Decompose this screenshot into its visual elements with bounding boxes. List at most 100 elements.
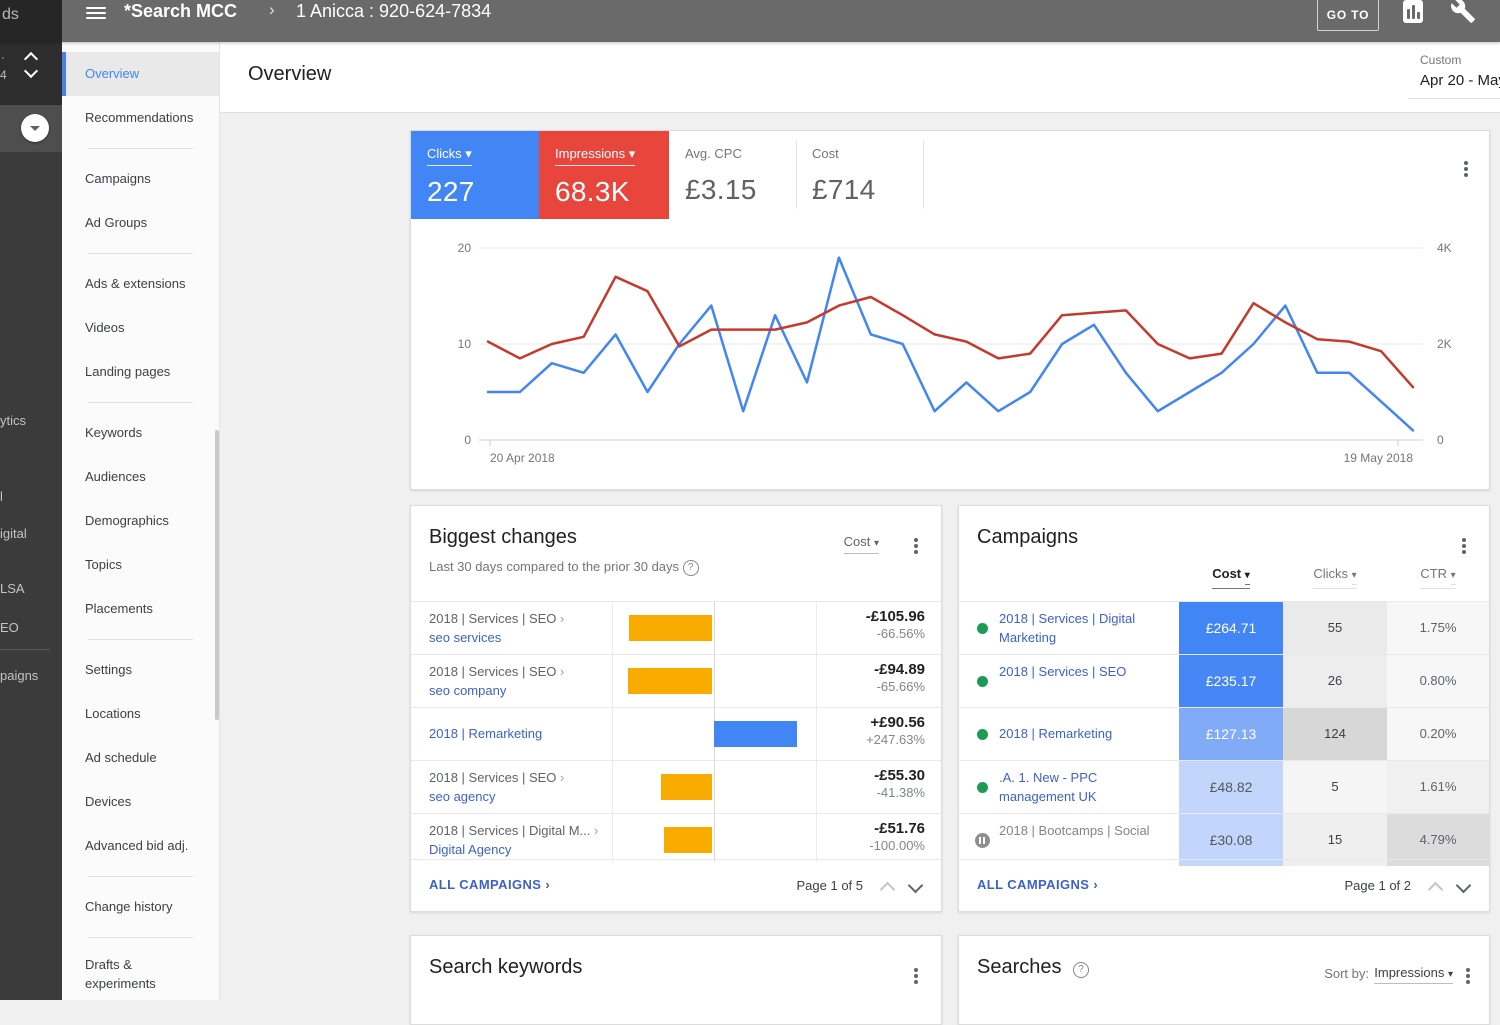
menu-icon[interactable]	[86, 4, 106, 20]
chevron-down-icon[interactable]	[23, 63, 39, 79]
campaign-link[interactable]: .A. 1. New - PPC management UK	[999, 770, 1098, 804]
metric-tile-impressions[interactable]: Impressions ▾ 68.3K	[539, 131, 669, 219]
sidebar-item-placements[interactable]: Placements	[85, 601, 153, 616]
date-range-value[interactable]: Apr 20 - May	[1420, 72, 1500, 89]
sidebar-item-ad-schedule[interactable]: Ad schedule	[85, 750, 157, 765]
sidebar-item-demographics[interactable]: Demographics	[85, 513, 169, 528]
page-up-icon[interactable]	[879, 881, 896, 898]
rail-item-fragment[interactable]: LSA	[0, 581, 25, 596]
metric-value: 227	[427, 176, 475, 207]
sidebar-item-videos[interactable]: Videos	[85, 320, 125, 335]
metric-label: Impressions ▾	[555, 146, 636, 166]
biggest-changes-menu-icon[interactable]	[909, 536, 923, 556]
top-app-bar: ds *Search MCC › 1 Anicca : 920-624-7834…	[0, 0, 1500, 42]
go-to-button[interactable]: GO TO	[1317, 0, 1379, 31]
biggest-changes-footer: ALL CAMPAIGNS › Page 1 of 5	[411, 859, 941, 911]
sidebar-item-change-history[interactable]: Change history	[85, 899, 173, 914]
rail-item-fragment[interactable]: ytics	[0, 413, 26, 428]
svg-text:19 May 2018: 19 May 2018	[1344, 451, 1414, 465]
help-icon[interactable]: ?	[682, 560, 699, 576]
sidebar-item-campaigns[interactable]: Campaigns	[85, 171, 151, 186]
sidebar-item-recommendations[interactable]: Recommendations	[85, 110, 194, 125]
campaign-path: 2018 | Services | SEO ›	[429, 770, 565, 785]
column-header-cost[interactable]: Cost ▾	[1179, 566, 1283, 589]
page-up-icon[interactable]	[1427, 881, 1444, 898]
breadcrumb-mcc[interactable]: *Search MCC	[124, 1, 238, 21]
logo-fragment: ds	[0, 0, 62, 42]
caret-down-icon: ▾	[1450, 570, 1456, 585]
campaigns-menu-icon[interactable]	[1457, 536, 1471, 556]
metric-tile-avg-cpc[interactable]: Avg. CPC £3.15	[669, 131, 796, 219]
sidebar-divider	[88, 937, 193, 938]
rail-item-fragment[interactable]: EO	[0, 620, 19, 635]
clicks-cell: 124	[1283, 708, 1387, 760]
sidebar-item-landing-pages[interactable]: Landing pages	[85, 364, 171, 379]
change-percent: -100.00%	[869, 838, 925, 853]
caret-down-icon: ▾	[873, 538, 879, 549]
sidebar-item-settings[interactable]: Settings	[85, 662, 132, 677]
searches-menu-icon[interactable]	[1461, 966, 1475, 986]
change-bar	[661, 774, 712, 800]
metric-tile-clicks[interactable]: Clicks ▾ 227	[411, 131, 539, 219]
chart-card-menu-icon[interactable]	[1459, 159, 1473, 179]
status-enabled-icon	[977, 729, 988, 740]
sidebar-item-ads-extensions[interactable]: Ads & extensions	[85, 276, 186, 291]
page-down-icon[interactable]	[1455, 877, 1472, 894]
status-enabled-icon	[977, 782, 988, 793]
entity-link[interactable]: Digital Agency	[429, 842, 512, 857]
sidebar-item-topics[interactable]: Topics	[85, 557, 122, 572]
sidebar-item-audiences[interactable]: Audiences	[85, 469, 146, 484]
entity-link[interactable]: seo services	[429, 630, 502, 645]
tools-wrench-icon[interactable]	[1450, 0, 1476, 24]
sidebar-divider	[88, 639, 193, 640]
change-percent: +247.63%	[866, 732, 925, 747]
campaigns-title: Campaigns	[977, 526, 1079, 548]
expand-panel-button[interactable]	[21, 114, 49, 142]
rail-item-fragment[interactable]: l	[0, 489, 3, 504]
campaign-row: 2018 | Remarketing £127.13 124 0.20%	[959, 707, 1489, 760]
cost-cell: £127.13	[1179, 708, 1283, 760]
metric-value: £714	[812, 174, 876, 205]
sidebar-item-overview[interactable]: Overview	[62, 52, 219, 96]
entity-link[interactable]: seo company	[429, 683, 507, 698]
svg-text:10: 10	[458, 337, 472, 351]
date-range-type[interactable]: Custom	[1420, 53, 1462, 67]
date-range-underline	[1408, 98, 1500, 99]
page-down-icon[interactable]	[907, 877, 924, 894]
rail-item-fragment[interactable]: paigns	[0, 668, 39, 683]
column-header-clicks[interactable]: Clicks ▾	[1283, 566, 1387, 589]
help-icon[interactable]: ?	[1073, 962, 1090, 978]
campaign-path: 2018 | Services | Digital M... ›	[429, 823, 599, 838]
sidebar-item-drafts-experiments[interactable]: Drafts & experiments	[85, 957, 156, 991]
all-campaigns-link[interactable]: ALL CAMPAIGNS ›	[429, 877, 551, 892]
column-header-ctr[interactable]: CTR ▾	[1387, 566, 1489, 589]
reports-icon[interactable]	[1403, 0, 1423, 23]
sidebar-item-ad-groups[interactable]: Ad Groups	[85, 215, 148, 230]
sidebar-item-keywords[interactable]: Keywords	[85, 425, 143, 440]
sidebar-item-devices[interactable]: Devices	[85, 794, 132, 809]
rail-item-fragment[interactable]: igital	[0, 526, 27, 541]
biggest-change-row: 2018 | Services | SEO › seo agency -£55.30…	[411, 760, 941, 813]
sidebar-scrollbar[interactable]	[215, 430, 219, 720]
sort-by-selector[interactable]: Impressions ▾	[1374, 965, 1453, 984]
breadcrumb-account[interactable]: 1 Anicca : 920-624-7834	[296, 1, 492, 21]
page-title: Overview	[248, 63, 332, 85]
search-keywords-menu-icon[interactable]	[909, 966, 923, 986]
status-enabled-icon	[977, 676, 988, 687]
entity-link[interactable]: seo agency	[429, 789, 496, 804]
rail-account-number-fragment: 4	[0, 68, 7, 82]
campaign-link[interactable]: 2018 | Bootcamps | Social	[999, 823, 1150, 838]
change-value: -£94.89	[874, 661, 925, 678]
metric-tile-cost[interactable]: Cost £714	[796, 131, 923, 219]
sidebar-divider	[88, 402, 193, 403]
ctr-cell: 0.80%	[1387, 655, 1489, 707]
all-campaigns-link[interactable]: ALL CAMPAIGNS ›	[977, 877, 1099, 892]
sidebar-item-advanced-bid-adj[interactable]: Advanced bid adj.	[85, 838, 189, 853]
campaign-link[interactable]: 2018 | Services | Digital Marketing	[999, 611, 1136, 645]
entity-link[interactable]: 2018 | Remarketing	[429, 726, 543, 741]
metric-selector[interactable]: Cost ▾	[843, 534, 879, 554]
search-keywords-card: Search keywords	[410, 935, 942, 1025]
campaign-link[interactable]: 2018 | Services | SEO	[999, 664, 1127, 679]
sidebar-item-locations[interactable]: Locations	[85, 706, 141, 721]
campaign-link[interactable]: 2018 | Remarketing	[999, 726, 1113, 741]
